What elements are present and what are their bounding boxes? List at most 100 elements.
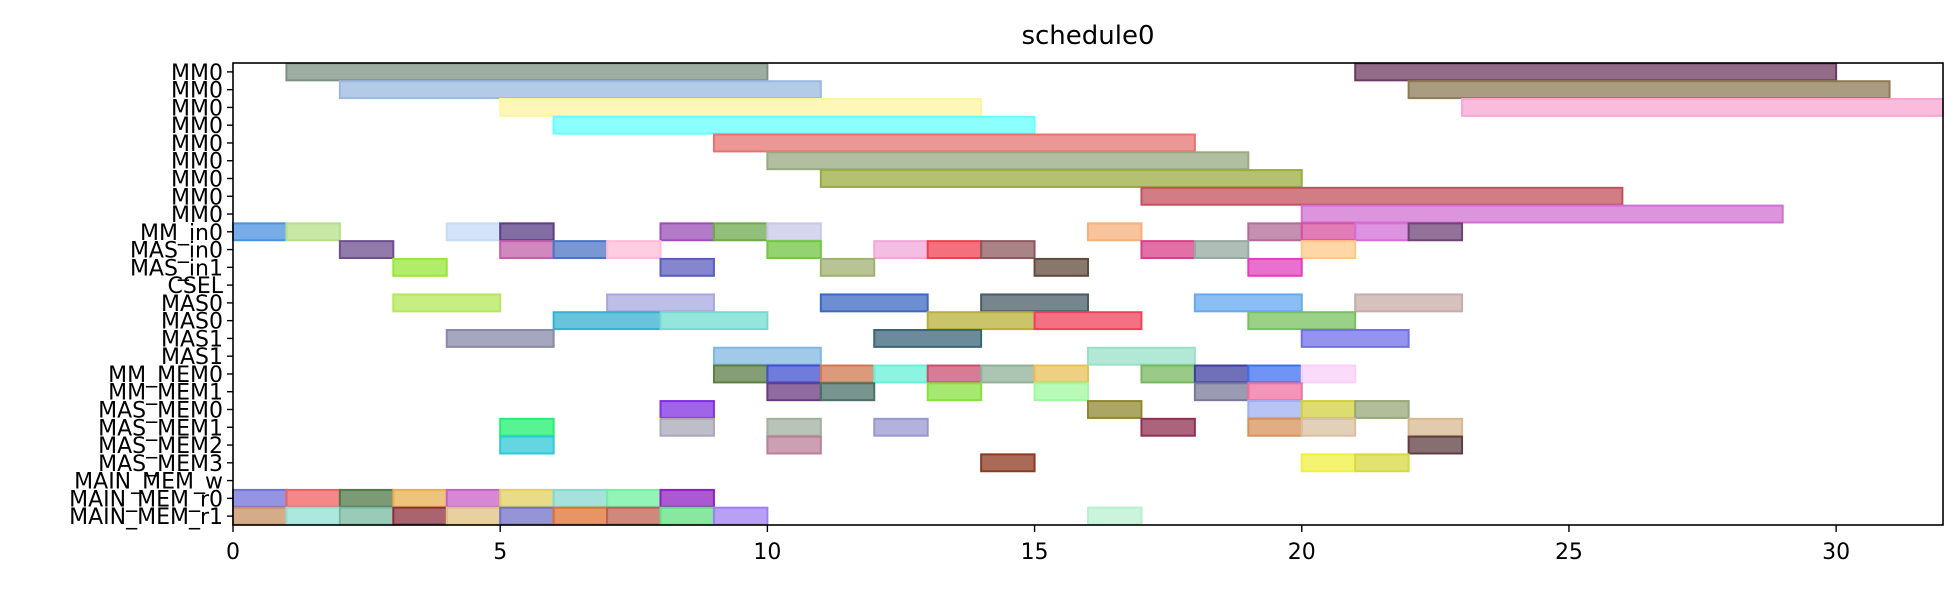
task-bar [819,257,876,277]
task-bar [1354,222,1410,242]
task-bar [232,488,288,508]
task-bar [1300,204,1784,224]
task-bar [499,435,555,455]
y-tick-label: MM0 [171,79,223,104]
task-bar [338,240,395,260]
task-bar [766,364,822,384]
x-tick-label: 25 [1555,540,1583,565]
task-bar [499,417,555,437]
x-axis-ticks: 0 5 10 15 20 25 30 [226,525,1850,565]
task-bar [1354,62,1838,82]
task-bar [819,169,1303,188]
task-bar [766,222,822,242]
task-bar [499,97,983,117]
task-bar [1140,364,1196,384]
task-bar [552,488,609,508]
task-bar [926,311,1036,331]
x-tick-label: 20 [1288,540,1316,565]
task-bar [285,488,341,508]
y-tick-label: MM0 [171,132,223,157]
y-tick-label: MAS1 [161,345,223,370]
y-tick-label: MM0 [171,114,223,139]
task-bar [1247,417,1303,437]
y-tick-label: MM_in0 [140,221,223,246]
task-bar [1354,400,1410,419]
task-bar [659,506,715,526]
x-tick-label: 10 [753,540,781,565]
y-tick-label: MAS1 [161,327,223,352]
task-bar [659,257,715,277]
task-bar [1247,364,1303,384]
task-bar [659,417,715,437]
task-bar [1407,80,1891,100]
task-bar [766,435,822,455]
task-bar [1087,222,1143,242]
task-bar [1354,453,1410,473]
task-bar [1033,257,1089,277]
y-tick-label: MM0 [171,168,223,193]
x-tick-label: 0 [226,540,240,565]
task-bar [1247,311,1357,331]
task-bar [1193,382,1250,402]
task-bar [926,364,983,384]
y-tick-label: MAS0 [161,292,223,317]
task-bar [1140,186,1624,206]
task-bar [1033,364,1089,384]
task-bar [712,222,769,242]
task-bar [659,488,715,508]
task-bar [606,506,662,526]
task-bar [873,240,929,260]
y-tick-label: MM0 [171,61,223,86]
task-bar [1300,364,1357,384]
task-bar [1193,240,1250,260]
task-bar [766,417,822,437]
task-bar [445,488,502,508]
task-bar [819,382,876,402]
task-bar [232,222,288,242]
task-bar [392,506,448,526]
task-bar [1033,311,1143,331]
task-bar [819,293,929,313]
task-bar [659,222,715,242]
task-bar [499,240,555,260]
task-bar [1247,400,1303,419]
task-bar [1300,328,1410,348]
task-bar [285,506,341,526]
task-bar [659,311,769,331]
y-tick-label: MM0 [171,185,223,210]
task-bar [1300,400,1357,419]
task-bar [606,488,662,508]
y-tick-label: MM_MEM1 [108,381,223,406]
task-bar [766,151,1250,171]
y-tick-label: MM0 [171,203,223,228]
task-bar [552,115,1036,135]
task-bar [712,133,1196,153]
y-tick-label: MM0 [171,96,223,121]
chart-title: schedule0 [1021,21,1154,51]
y-tick-label: MAIN_MEM_w [74,470,223,495]
y-tick-label: MAS_MEM3 [98,452,223,477]
task-bar [338,488,395,508]
task-bar [1300,240,1357,260]
task-bar [712,506,769,526]
task-bar [606,293,715,313]
y-axis-ticks: MM0MM0MM0MM0MM0MM0MM0MM0MM0MM_in0MAS_in0… [69,61,233,530]
y-tick-label: MAS_MEM1 [98,416,223,441]
task-bar [338,506,395,526]
plot-frame [232,62,1944,526]
y-tick-label: MAS_in1 [130,256,223,281]
task-bar [1193,364,1250,384]
task-bar [980,240,1036,260]
x-tick-label: 5 [493,540,507,565]
task-bar [659,400,715,419]
x-tick-label: 30 [1822,540,1850,565]
task-bar [552,506,609,526]
task-bar [1087,400,1143,419]
task-bar [873,328,983,348]
y-tick-label: MAS_MEM2 [98,434,223,459]
x-tick-label: 15 [1021,540,1049,565]
task-bar [285,222,341,242]
task-bar [980,453,1036,473]
task-bar [873,417,929,437]
